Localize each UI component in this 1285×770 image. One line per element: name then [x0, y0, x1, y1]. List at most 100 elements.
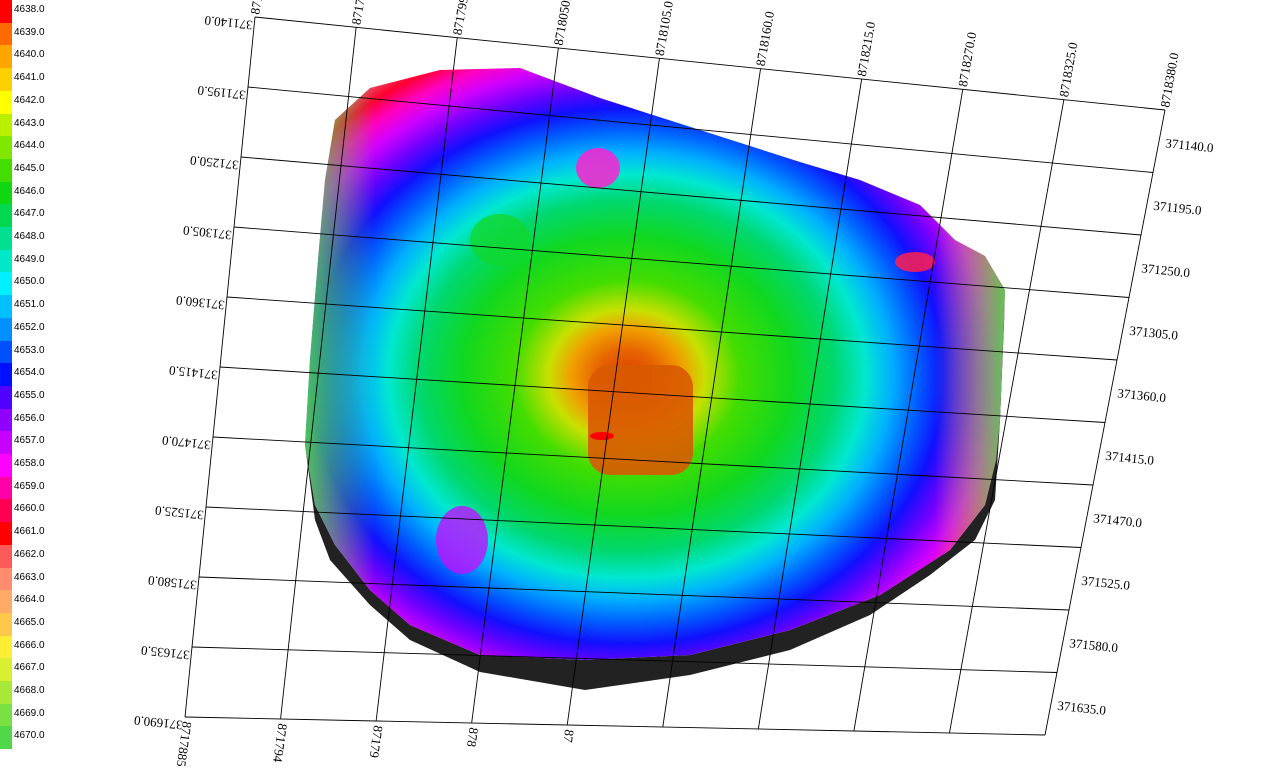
legend-label: 4639.0	[14, 26, 45, 38]
right-axis-label: 371140.0	[1165, 135, 1215, 155]
legend-swatch	[0, 703, 12, 727]
left-axis-label: 371415.0	[168, 363, 218, 383]
grid-column-line	[375, 37, 458, 722]
legend-label: 4647.0	[14, 208, 45, 220]
legend-swatch	[0, 249, 12, 273]
legend-label: 4667.0	[14, 662, 45, 674]
elevation-legend: 4638.0 4639.0 4640.0 4641.0 4642.0 4643.0 4644…	[0, 0, 52, 770]
legend-label: 4651.0	[14, 299, 45, 311]
legend-swatch	[0, 590, 12, 614]
right-axis-label: 371305.0	[1129, 323, 1179, 343]
legend-entry: 4655.0	[0, 385, 52, 409]
top-axis-label: 871799	[348, 0, 370, 26]
legend-entry: 4661.0	[0, 522, 52, 546]
legend-entry: 4640.0	[0, 45, 52, 69]
legend-entry: 4659.0	[0, 476, 52, 500]
legend-entry: 4654.0	[0, 363, 52, 387]
grid-row-line	[205, 506, 1082, 548]
left-axis-label: 371360.0	[175, 293, 225, 313]
left-axis-label: 371140.0	[204, 13, 254, 33]
legend-entry: 4670.0	[0, 726, 52, 750]
legend-label: 4665.0	[14, 616, 45, 628]
legend-swatch	[0, 227, 12, 250]
bottom-axis-label: 87179	[367, 725, 386, 759]
top-axis-label: 8718160.0	[753, 10, 777, 67]
legend-label: 4657.0	[14, 435, 45, 447]
legend-label: 4646.0	[14, 185, 45, 197]
right-axis-label: 371525.0	[1081, 573, 1131, 593]
coordinate-grid	[184, 16, 1166, 736]
legend-entry: 4650.0	[0, 272, 52, 296]
right-axis-label: 371580.0	[1069, 635, 1119, 655]
legend-entry: 4658.0	[0, 454, 52, 477]
legend-swatch	[0, 136, 12, 160]
legend-entry: 4664.0	[0, 590, 52, 614]
legend-label: 4642.0	[14, 94, 45, 106]
grid-column-line	[471, 47, 559, 724]
legend-label: 4658.0	[14, 458, 45, 469]
left-axis-label: 371250.0	[189, 153, 239, 173]
top-axis-label: 8718050.0	[551, 0, 575, 47]
legend-swatch	[0, 658, 12, 682]
legend-label: 4650.0	[14, 276, 45, 288]
legend-label: 4641.0	[14, 72, 45, 84]
legend-label: 4655.0	[14, 389, 45, 401]
legend-swatch	[0, 68, 12, 92]
grid-row-line	[226, 296, 1118, 361]
grid-row-line	[247, 86, 1154, 173]
legend-entry: 4639.0	[0, 22, 52, 46]
bottom-axis-label: 878	[464, 727, 482, 748]
legend-entry: 4653.0	[0, 340, 52, 364]
top-axis-label: 8718325.0	[1056, 41, 1080, 98]
right-axis-label: 371360.0	[1117, 385, 1167, 405]
legend-swatch	[0, 499, 12, 523]
legend-swatch	[0, 454, 12, 477]
grid-column-line	[662, 68, 762, 728]
legend-entry: 4647.0	[0, 204, 52, 228]
right-axis-label: 371195.0	[1153, 198, 1203, 218]
legend-swatch	[0, 22, 12, 46]
grid-row-line	[254, 16, 1166, 111]
grid-column-line	[757, 78, 863, 730]
surface-bump-right	[895, 252, 935, 272]
legend-swatch	[0, 340, 12, 364]
legend-swatch	[0, 635, 12, 659]
legend-label: 4648.0	[14, 231, 45, 242]
legend-entry: 4651.0	[0, 295, 52, 319]
top-axis-label: 8718215.0	[854, 21, 878, 78]
legend-label: 4666.0	[14, 639, 45, 651]
legend-entry: 4644.0	[0, 136, 52, 160]
legend-entry: 4649.0	[0, 249, 52, 273]
legend-label: 4668.0	[14, 685, 45, 696]
legend-swatch	[0, 363, 12, 387]
grid-row-line	[219, 366, 1106, 423]
top-axis-label: 8718380.0	[1157, 52, 1181, 109]
legend-swatch	[0, 612, 12, 636]
grid-row-line	[240, 156, 1142, 236]
legend-swatch	[0, 204, 12, 228]
legend-entry: 4638.0	[0, 0, 52, 23]
legend-swatch	[0, 385, 12, 409]
legend-label: 4661.0	[14, 526, 45, 538]
legend-swatch	[0, 476, 12, 500]
bottom-axis-label: 8717885	[174, 721, 195, 768]
right-axis-label: 371250.0	[1141, 260, 1191, 280]
top-axis-label: 8718105.0	[652, 0, 676, 57]
legend-entry: 4665.0	[0, 612, 52, 636]
legend-swatch	[0, 431, 12, 455]
legend-label: 4664.0	[14, 594, 45, 606]
legend-swatch	[0, 113, 12, 137]
left-axis-label: 371470.0	[161, 433, 211, 453]
legend-label: 4653.0	[14, 344, 45, 356]
legend-label: 4645.0	[14, 162, 45, 174]
legend-label: 4638.0	[14, 4, 45, 15]
legend-entry: 4648.0	[0, 227, 52, 250]
left-axis-label: 371305.0	[182, 223, 232, 243]
legend-entry: 4668.0	[0, 681, 52, 704]
legend-label: 4669.0	[14, 707, 45, 719]
top-axis-label: 8718270.0	[955, 31, 979, 88]
legend-label: 4670.0	[14, 730, 45, 742]
left-axis-label: 371580.0	[147, 573, 197, 593]
legend-label: 4654.0	[14, 367, 45, 379]
